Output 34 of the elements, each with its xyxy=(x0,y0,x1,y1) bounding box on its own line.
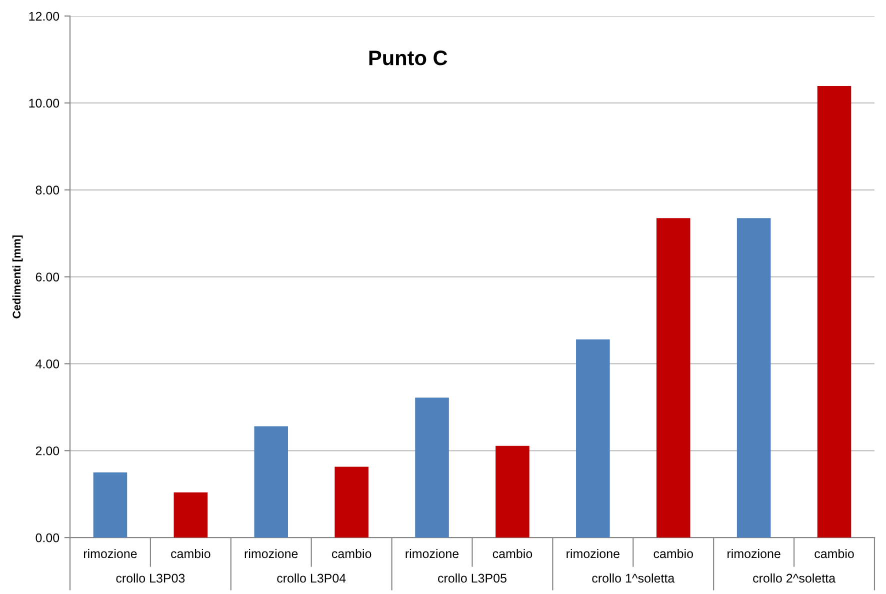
bar xyxy=(93,472,128,538)
bar xyxy=(576,339,610,538)
bar xyxy=(334,466,368,538)
text: rimozione xyxy=(406,548,459,558)
x-tick-label: crollo L3P03 xyxy=(116,573,185,583)
bar xyxy=(817,86,852,538)
y-tick-label: 10.00 xyxy=(29,98,60,108)
y-axis-title: Cedimenti [mm] xyxy=(12,235,23,318)
x-tick-label: crollo 1^soletta xyxy=(592,573,675,583)
bar xyxy=(736,218,771,538)
series-label: rimozione xyxy=(244,548,298,558)
text: cambio xyxy=(814,548,854,558)
bar xyxy=(496,446,530,538)
text: cambio xyxy=(492,548,532,558)
y-tick-label: 12.00 xyxy=(29,12,60,21)
bar xyxy=(174,492,208,538)
bar xyxy=(254,426,288,538)
y-tick-label: 0.00 xyxy=(36,533,60,542)
x-tick-label: crollo 2^soletta xyxy=(753,573,836,583)
text: Punto C xyxy=(369,50,448,66)
text: rimozione xyxy=(84,548,137,558)
text: rimozione xyxy=(566,548,620,558)
text: cambio xyxy=(171,548,210,558)
text: cambio xyxy=(654,548,693,558)
series-label: cambio xyxy=(332,548,372,558)
text: rimozione xyxy=(728,548,780,558)
y-tick-label: 4.00 xyxy=(36,360,60,368)
y-tick-label: 8.00 xyxy=(36,186,60,195)
y-tick-label: 2.00 xyxy=(36,446,60,456)
bar xyxy=(656,218,690,538)
x-tick-label: crollo L3P04 xyxy=(277,573,346,583)
x-tick-label: crollo L3P05 xyxy=(438,573,506,583)
y-tick-label: 6.00 xyxy=(36,272,60,282)
bar xyxy=(415,398,449,538)
